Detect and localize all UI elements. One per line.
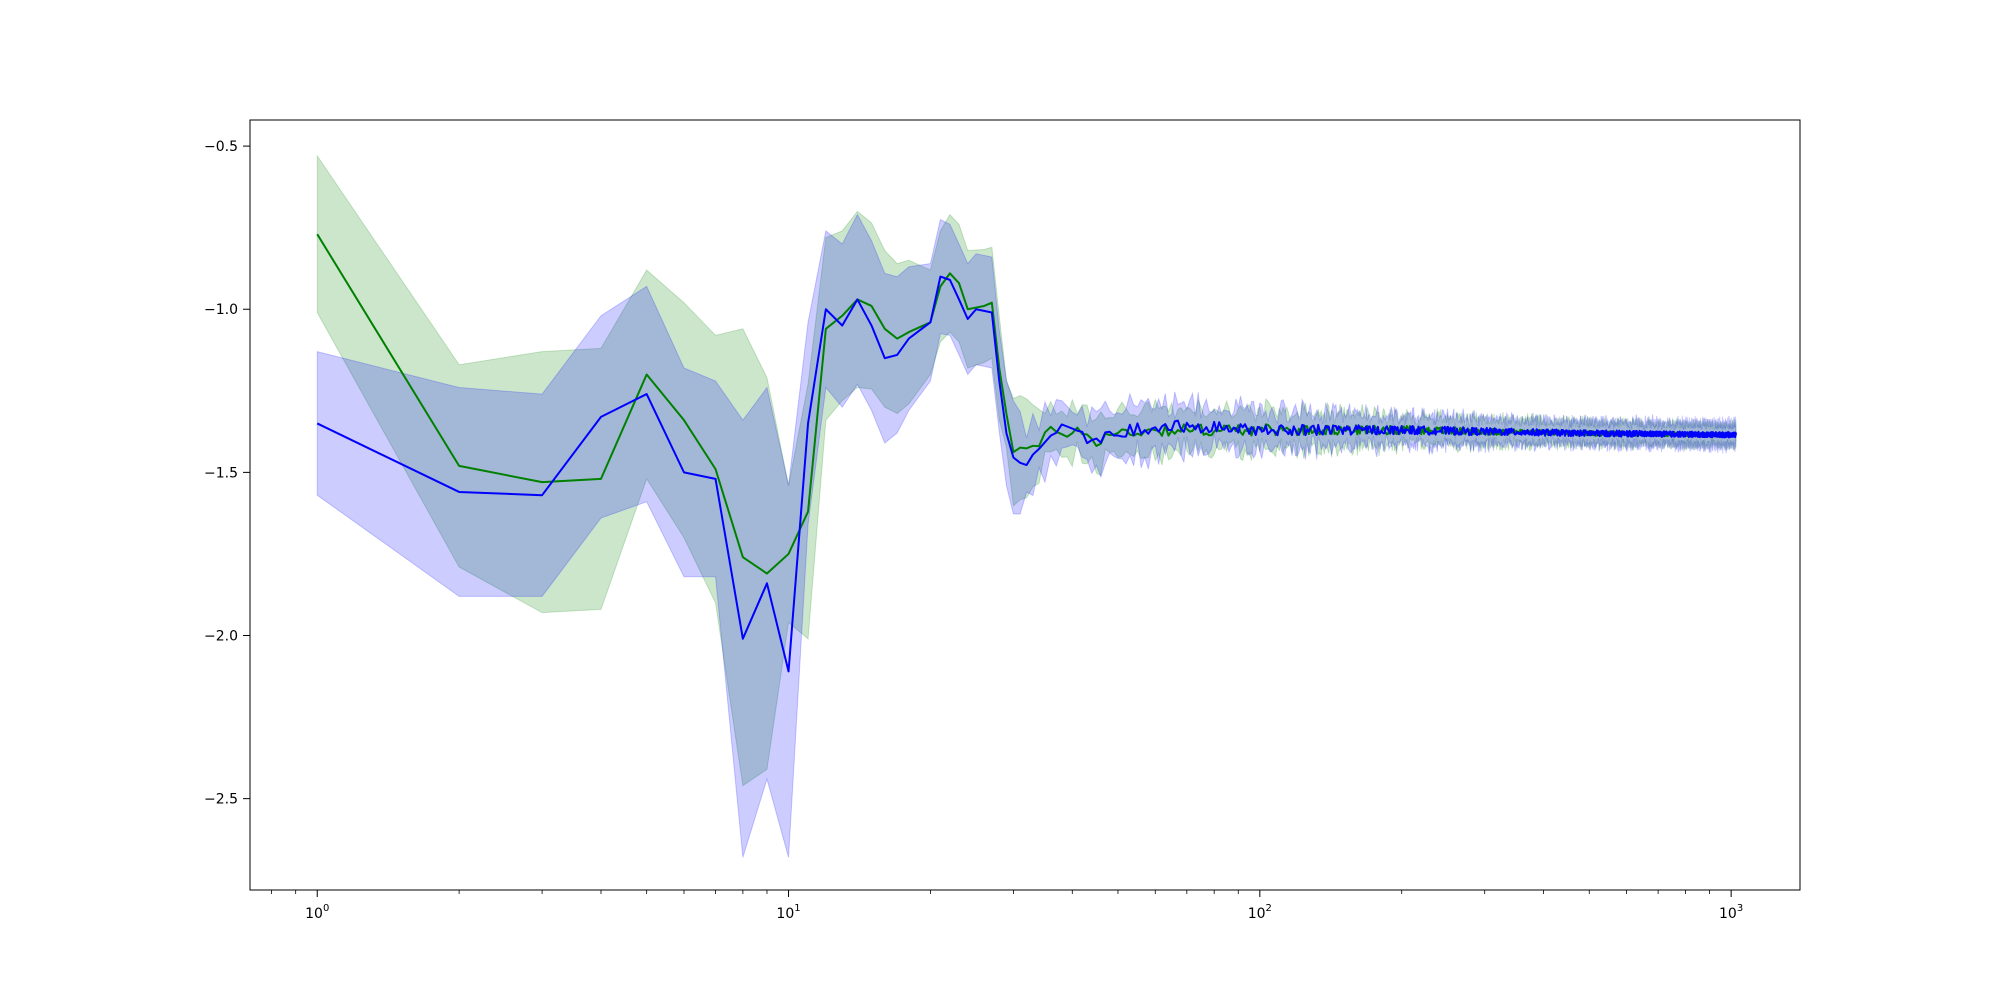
- y-axis: −0.5 −1.0 −1.5 −2.0 −2.5: [204, 139, 250, 808]
- x-tick-label: 101: [776, 903, 800, 922]
- y-tick-label: −2.0: [204, 629, 238, 645]
- confidence-bands: [316, 154, 1737, 858]
- axes-frame: [249, 119, 1801, 891]
- plot-area: [316, 154, 1737, 858]
- x-tick-label-exponent: 1: [794, 903, 800, 914]
- x-tick-label-exponent: 0: [323, 903, 329, 914]
- x-tick-label: 103: [1719, 903, 1743, 922]
- x-tick-label-exponent: 2: [1266, 903, 1272, 914]
- x-axis: 100 101 102 103: [271, 890, 1743, 922]
- x-tick-label-base: 10: [1248, 906, 1266, 922]
- x-tick-label-exponent: 3: [1737, 903, 1743, 914]
- x-tick-label: 102: [1248, 903, 1272, 922]
- confidence-band-0: [316, 154, 1737, 787]
- y-tick-label: −0.5: [204, 139, 238, 155]
- x-tick-label: 100: [305, 903, 329, 922]
- y-tick-label: −1.5: [204, 465, 238, 481]
- x-tick-label-base: 10: [776, 906, 794, 922]
- x-tick-label-base: 10: [1719, 906, 1737, 922]
- x-tick-label-base: 10: [305, 906, 323, 922]
- series-line-1: [316, 275, 1737, 673]
- y-tick-label: −1.0: [204, 302, 238, 318]
- confidence-band-1: [316, 213, 1737, 858]
- series-lines: [316, 233, 1737, 673]
- y-tick-label: −2.5: [204, 792, 238, 808]
